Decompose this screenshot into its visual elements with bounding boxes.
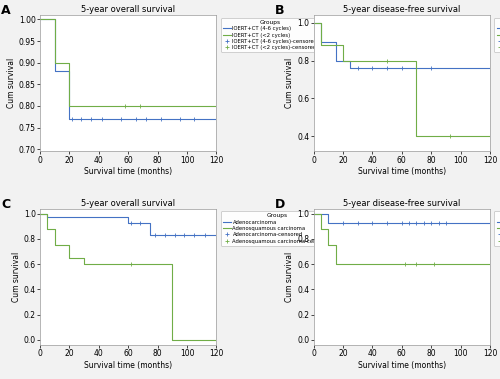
Text: D: D: [274, 198, 285, 211]
Legend: IOERT+CT (4-6 cycles), IOERT+CT (<2 cycles), IOERT+CT (4-6 cycles)-censored, IOE: IOERT+CT (4-6 cycles), IOERT+CT (<2 cycl…: [494, 18, 500, 52]
Title: 5-year disease-free survival: 5-year disease-free survival: [343, 5, 460, 14]
Text: B: B: [274, 4, 284, 17]
X-axis label: Survival time (months): Survival time (months): [84, 168, 172, 176]
Title: 5-year overall survival: 5-year overall survival: [81, 199, 176, 208]
Legend: Adenocarcinoma, Adenosquamous carcinoma, Adenocarcinoma-censored, Adenosquamous : Adenocarcinoma, Adenosquamous carcinoma,…: [221, 211, 334, 246]
Y-axis label: Cum survival: Cum survival: [286, 58, 294, 108]
Legend: Adenocarcinoma, Adenosquamous carcinoma, Adenocarcinoma-censored, Adenosquamous : Adenocarcinoma, Adenosquamous carcinoma,…: [494, 211, 500, 246]
Y-axis label: Cum survival: Cum survival: [7, 58, 16, 108]
X-axis label: Survival time (months): Survival time (months): [358, 168, 446, 176]
X-axis label: Survival time (months): Survival time (months): [84, 361, 172, 370]
Text: C: C: [1, 198, 11, 211]
Text: A: A: [1, 4, 11, 17]
Title: 5-year overall survival: 5-year overall survival: [81, 5, 176, 14]
Y-axis label: Cum survival: Cum survival: [286, 252, 294, 302]
Y-axis label: Cum survival: Cum survival: [12, 252, 21, 302]
Legend: IOERT+CT (4-6 cycles), IOERT+CT (<2 cycles), IOERT+CT (4-6 cycles)-censored, IOE: IOERT+CT (4-6 cycles), IOERT+CT (<2 cycl…: [221, 18, 320, 52]
Title: 5-year disease-free survival: 5-year disease-free survival: [343, 199, 460, 208]
X-axis label: Survival time (months): Survival time (months): [358, 361, 446, 370]
